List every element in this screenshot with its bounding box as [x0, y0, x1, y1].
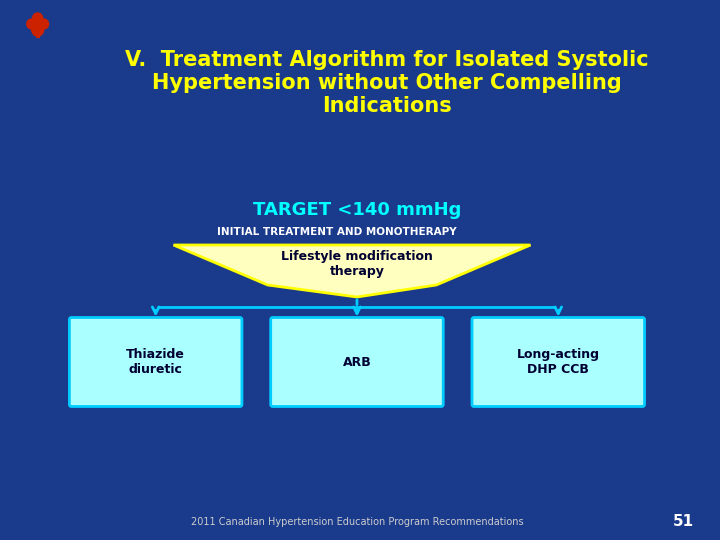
Text: ARB: ARB: [343, 355, 372, 368]
Circle shape: [39, 19, 48, 29]
Circle shape: [27, 19, 37, 29]
Circle shape: [32, 13, 42, 23]
Text: 51: 51: [673, 515, 694, 530]
Text: INITIAL TREATMENT AND MONOTHERAPY: INITIAL TREATMENT AND MONOTHERAPY: [217, 227, 457, 237]
FancyBboxPatch shape: [472, 318, 644, 407]
Polygon shape: [174, 245, 531, 297]
Text: Thiazide
diuretic: Thiazide diuretic: [126, 348, 185, 376]
Text: TARGET <140 mmHg: TARGET <140 mmHg: [253, 201, 461, 219]
Circle shape: [32, 24, 44, 36]
Text: Lifestyle modification
therapy: Lifestyle modification therapy: [281, 250, 433, 278]
Text: 2011 Canadian Hypertension Education Program Recommendations: 2011 Canadian Hypertension Education Pro…: [191, 517, 523, 527]
Text: V.  Treatment Algorithm for Isolated Systolic
Hypertension without Other Compell: V. Treatment Algorithm for Isolated Syst…: [125, 50, 649, 117]
FancyBboxPatch shape: [271, 318, 444, 407]
Text: Long-acting
DHP CCB: Long-acting DHP CCB: [517, 348, 600, 376]
FancyBboxPatch shape: [69, 318, 242, 407]
